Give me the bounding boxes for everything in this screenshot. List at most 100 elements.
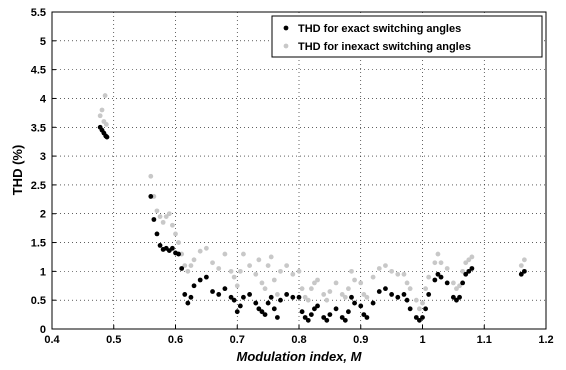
data-point: [438, 260, 444, 266]
x-tick-label: 1.2: [538, 334, 553, 346]
data-point: [469, 254, 475, 260]
data-point: [160, 219, 166, 225]
data-point: [228, 294, 234, 300]
data-point: [333, 306, 339, 312]
data-point: [463, 260, 469, 266]
data-point: [404, 280, 410, 286]
legend-marker-exact: [283, 25, 289, 31]
data-point: [102, 93, 108, 98]
data-point: [268, 294, 274, 300]
data-point: [247, 292, 253, 297]
data-point: [358, 280, 364, 286]
data-point: [308, 312, 314, 317]
data-point: [210, 289, 215, 294]
data-point: [305, 297, 311, 303]
data-point: [469, 266, 475, 271]
data-point: [259, 309, 265, 315]
data-point: [271, 306, 277, 312]
data-point: [274, 292, 280, 297]
data-point: [457, 294, 462, 300]
data-point: [148, 173, 154, 179]
data-point: [241, 294, 246, 300]
y-tick-label: 5.5: [31, 7, 46, 19]
data-point: [197, 277, 203, 283]
data-point: [191, 283, 197, 289]
data-point: [231, 297, 237, 303]
data-point: [170, 245, 175, 251]
data-point: [302, 294, 308, 300]
data-point: [324, 317, 330, 323]
data-point: [157, 243, 163, 248]
data-point: [327, 312, 333, 317]
data-point: [278, 297, 283, 303]
data-point: [342, 317, 348, 323]
data-point: [460, 280, 466, 286]
data-point: [352, 300, 357, 306]
data-point: [457, 283, 462, 289]
data-point: [358, 303, 364, 309]
data-point: [256, 306, 262, 312]
data-point: [237, 303, 243, 309]
data-point: [253, 271, 259, 277]
data-point: [450, 280, 456, 286]
data-point: [413, 297, 419, 303]
x-tick-label: 1.1: [477, 334, 492, 346]
data-point: [296, 268, 302, 274]
data-point: [315, 303, 320, 309]
data-point: [253, 300, 259, 306]
data-point: [185, 268, 191, 274]
data-point: [395, 294, 401, 300]
data-point: [383, 263, 388, 268]
data-point: [290, 294, 296, 300]
data-point: [228, 268, 234, 274]
data-point: [327, 289, 333, 294]
data-point: [361, 312, 367, 317]
data-point: [466, 257, 472, 263]
data-point: [376, 289, 382, 294]
data-point: [407, 306, 413, 312]
data-point: [361, 292, 367, 297]
data-point: [265, 300, 271, 306]
data-point: [305, 317, 311, 323]
data-point: [265, 263, 271, 268]
data-point: [426, 274, 432, 280]
data-point: [401, 292, 407, 297]
data-point: [166, 211, 172, 217]
data-point: [247, 263, 253, 268]
data-point: [290, 271, 296, 277]
data-point: [321, 292, 327, 297]
data-point: [432, 277, 438, 283]
legend-box: [271, 15, 543, 58]
data-point: [454, 297, 459, 303]
data-point: [154, 231, 160, 237]
data-point: [197, 248, 203, 254]
data-point: [438, 274, 444, 280]
data-point: [268, 254, 274, 260]
data-point: [324, 297, 330, 303]
data-point: [210, 260, 215, 266]
data-point: [262, 286, 268, 292]
data-point: [234, 309, 240, 315]
data-point: [103, 121, 109, 127]
data-point: [383, 286, 388, 292]
data-point: [274, 315, 280, 320]
data-point: [163, 214, 169, 220]
data-point: [444, 280, 450, 286]
x-tick-label: 0.7: [230, 334, 245, 346]
data-point: [417, 317, 422, 323]
data-point: [454, 286, 459, 292]
legend-label-inexact: THD for inexact switching angles: [298, 41, 471, 53]
data-point: [315, 277, 320, 283]
data-point: [339, 315, 345, 320]
data-point: [518, 263, 524, 268]
data-point: [170, 222, 175, 228]
x-tick-label: 0.5: [106, 334, 121, 346]
data-point: [284, 263, 290, 268]
y-tick-label: 4: [40, 93, 47, 105]
data-point: [413, 315, 419, 320]
data-point: [521, 257, 527, 263]
data-point: [284, 292, 290, 297]
data-point: [99, 107, 105, 113]
